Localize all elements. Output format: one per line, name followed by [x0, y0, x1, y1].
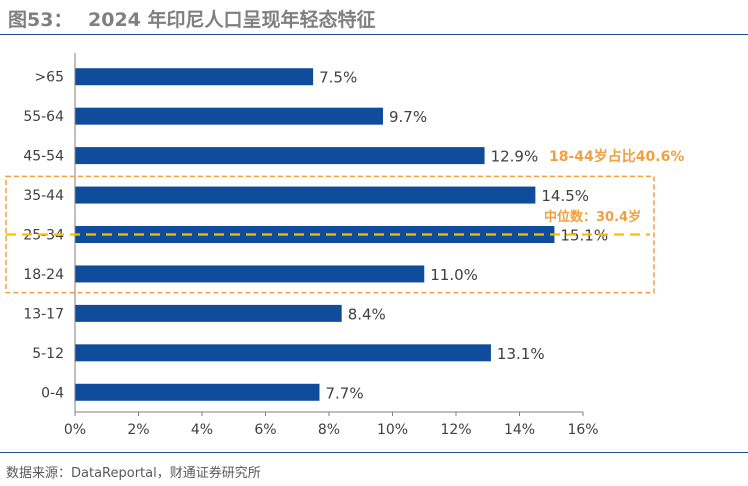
category-label: 13-17: [23, 306, 64, 322]
figure-title: 2024 年印尼人口呈现年轻态特征: [88, 9, 376, 31]
bar-0-4: [75, 383, 320, 401]
x-tick-label: 2%: [127, 422, 149, 438]
value-label: 12.9%: [491, 148, 539, 166]
title-bar: 图53： 2024 年印尼人口呈现年轻态特征: [0, 0, 748, 34]
group-share-label: 18-44岁占比40.6%: [549, 148, 684, 165]
value-label: 7.5%: [319, 69, 357, 87]
value-label: 7.7%: [325, 384, 363, 402]
x-tick-label: 0%: [64, 422, 86, 438]
source-divider: [0, 452, 748, 453]
category-label: 0-4: [41, 385, 64, 401]
x-tick-label: 10%: [377, 422, 408, 438]
category-label: 55-64: [23, 109, 64, 125]
bar-35-44: [75, 186, 536, 204]
bar-45-54: [75, 147, 485, 165]
median-label: 中位数：30.4岁: [544, 209, 641, 225]
value-label: 9.7%: [389, 108, 427, 126]
category-label: >65: [34, 70, 64, 86]
value-label: 11.0%: [430, 266, 478, 284]
bar-55-64: [75, 107, 383, 125]
x-tick-label: 14%: [504, 422, 535, 438]
category-label: 35-44: [23, 188, 64, 204]
age-distribution-chart: >6555-6445-5435-4425-3418-2413-175-120-4…: [5, 53, 684, 438]
x-tick-label: 16%: [567, 422, 598, 438]
value-label: 14.5%: [541, 187, 589, 205]
source-note: 数据来源：DataReportal，财通证券研究所: [6, 466, 261, 481]
x-tick-label: 8%: [318, 422, 340, 438]
title-divider: [0, 34, 748, 35]
bar->65: [75, 68, 314, 86]
x-tick-label: 4%: [191, 422, 213, 438]
group-highlight-box: [5, 175, 655, 294]
bar-13-17: [75, 304, 342, 322]
bar-18-24: [75, 265, 425, 283]
value-label: 8.4%: [348, 305, 386, 323]
category-label: 5-12: [32, 346, 64, 362]
x-tick-label: 12%: [440, 422, 471, 438]
category-label: 18-24: [23, 267, 64, 283]
category-label: 45-54: [23, 149, 64, 165]
figure-label: 图53：: [8, 9, 73, 31]
bar-5-12: [75, 344, 491, 362]
value-label: 13.1%: [497, 345, 545, 363]
x-tick-label: 6%: [254, 422, 276, 438]
